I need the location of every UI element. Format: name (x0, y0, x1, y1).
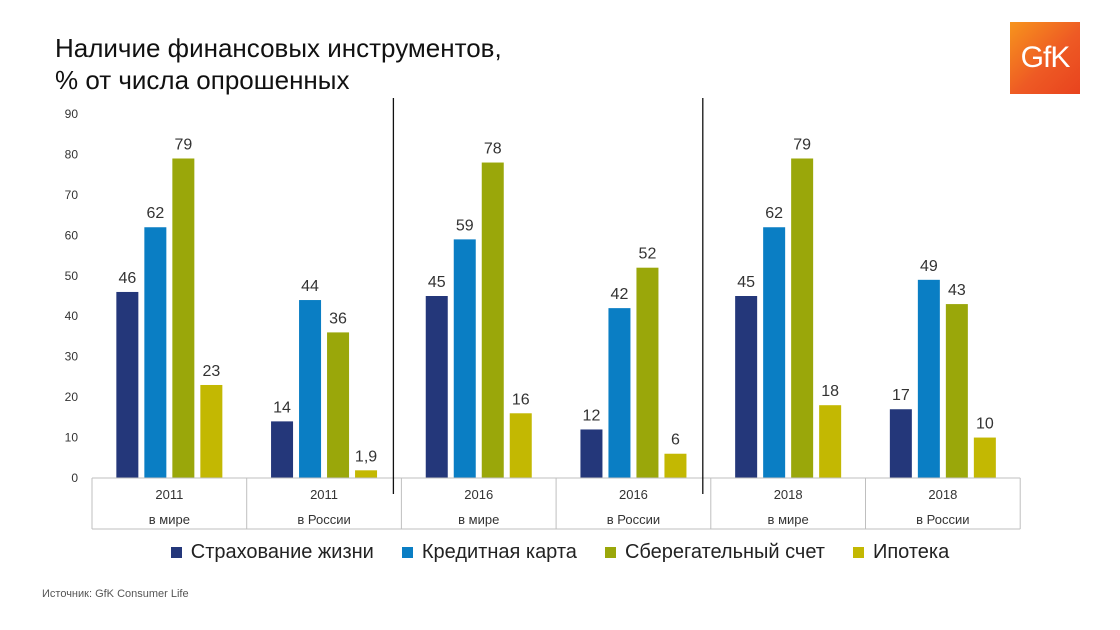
bar (889, 409, 912, 478)
category-region-label: в России (607, 512, 660, 527)
chart-title-line-1: Наличие финансовых инструментов, (55, 33, 502, 63)
bar (819, 405, 842, 478)
category-region-label: в России (297, 512, 350, 527)
bar-data-label: 18 (821, 383, 839, 400)
bar-data-label: 44 (301, 278, 319, 295)
bar-data-label: 62 (765, 205, 783, 222)
legend-item: Кредитная карта (401, 541, 577, 564)
chart-title-line-2: % от числа опрошенных (55, 65, 350, 95)
y-tick-label: 10 (65, 431, 79, 445)
bar-data-label: 45 (737, 274, 755, 291)
bar (200, 384, 223, 478)
bar (664, 453, 687, 478)
bar-data-label: 45 (428, 274, 446, 291)
chart-legend: Страхование жизни Кредитная карта Сберегат… (0, 541, 1120, 564)
category-year-label: 2018 (928, 487, 957, 502)
bar (763, 227, 786, 478)
bar-data-label: 46 (118, 270, 136, 287)
category-region-label: в мире (149, 512, 190, 527)
bar (608, 308, 631, 478)
source-note: Источник: GfK Consumer Life (42, 588, 189, 600)
bar-data-label: 6 (671, 432, 680, 449)
legend-item: Ипотека (852, 541, 950, 564)
y-tick-label: 60 (65, 228, 79, 242)
category-year-label: 2011 (310, 487, 338, 502)
y-tick-label: 40 (65, 309, 79, 323)
bar-data-label: 49 (920, 258, 938, 275)
category-region-label: в мире (458, 512, 499, 527)
bar-data-label: 1,9 (355, 448, 377, 465)
legend-item: Страхование жизни (170, 541, 374, 564)
bar (636, 267, 659, 478)
category-year-label: 2011 (155, 487, 183, 502)
bar-data-label: 10 (976, 416, 994, 433)
bar-data-label: 42 (611, 286, 629, 303)
y-tick-label: 30 (65, 350, 79, 364)
category-year-label: 2018 (774, 487, 803, 502)
bar-data-label: 78 (484, 141, 502, 158)
bar (945, 304, 968, 478)
bar-chart: 0 10 20 30 40 50 60 70 80 90 46 62 79 23 14 44 36 1,9 45 59… (65, 98, 1021, 530)
category-year-label: 2016 (464, 487, 493, 502)
legend-swatch (604, 547, 616, 558)
category-region-label: в мире (768, 512, 809, 527)
category-region-label: в России (916, 512, 969, 527)
category-year-label: 2016 (619, 487, 648, 502)
bar-data-label: 79 (793, 136, 811, 153)
legend-item: Сберегательный счет (604, 541, 825, 564)
bar (172, 158, 195, 478)
bar-data-label: 14 (273, 399, 291, 416)
bar-data-label: 59 (456, 217, 474, 234)
bar (453, 239, 476, 478)
bar-data-label: 23 (202, 363, 220, 380)
bar-data-label: 36 (329, 310, 347, 327)
bar (917, 279, 940, 478)
bar (144, 227, 167, 478)
y-tick-label: 0 (71, 471, 78, 485)
legend-label: Страхование жизни (190, 541, 374, 563)
legend-swatch (401, 547, 413, 558)
bar (509, 413, 532, 478)
legend-swatch (170, 547, 182, 558)
y-tick-label: 90 (65, 107, 79, 121)
bar-data-label: 16 (512, 391, 530, 408)
bar-data-label: 17 (892, 387, 910, 404)
legend-label: Сберегательный счет (624, 541, 825, 563)
bar (299, 300, 322, 478)
bar-data-label: 43 (948, 282, 966, 299)
bar (735, 296, 758, 478)
gfk-logo: GfK (1010, 22, 1080, 94)
bar-data-label: 52 (639, 246, 657, 263)
bar (425, 296, 448, 478)
chart-title: Наличие финансовых инструментов, % от чи… (55, 32, 502, 96)
y-tick-label: 50 (65, 269, 79, 283)
bar (973, 437, 996, 478)
legend-label: Кредитная карта (421, 541, 577, 563)
bar (580, 429, 603, 478)
y-tick-label: 20 (65, 390, 79, 404)
y-tick-label: 80 (65, 147, 79, 161)
bar-data-label: 79 (174, 136, 192, 153)
bar-data-label: 12 (583, 407, 601, 424)
bar (271, 421, 294, 478)
bar (116, 291, 139, 478)
legend-label: Ипотека (872, 541, 950, 563)
legend-swatch (852, 547, 864, 558)
bar-data-label: 62 (146, 205, 164, 222)
bar (327, 332, 350, 478)
bar (791, 158, 814, 478)
y-tick-label: 70 (65, 188, 79, 202)
bar (355, 470, 378, 478)
bar (481, 162, 504, 479)
